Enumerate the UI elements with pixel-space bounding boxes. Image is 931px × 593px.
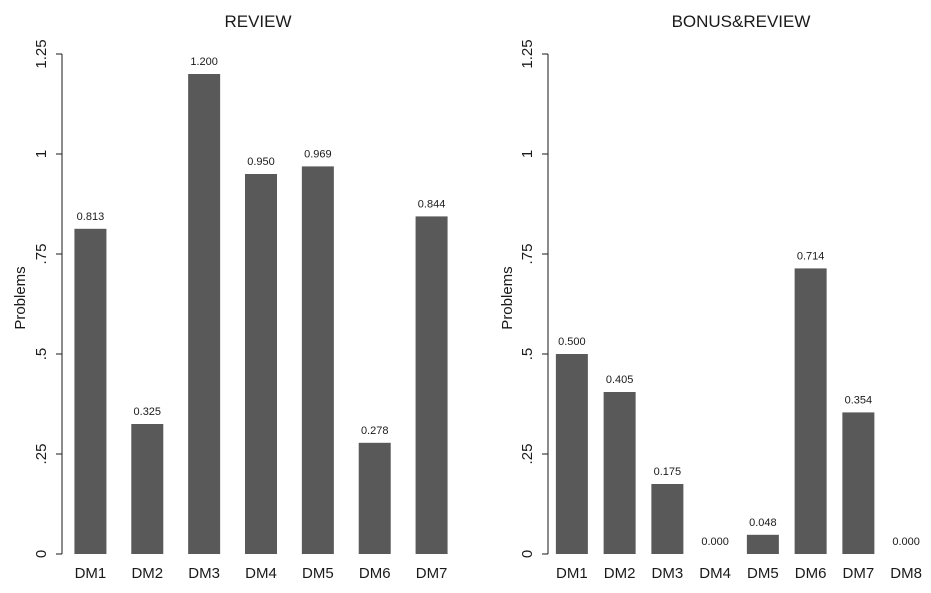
bar-value-label: 0.000 (892, 536, 920, 548)
x-tick-label: DM1 (75, 565, 107, 582)
bar (188, 74, 221, 554)
bar (358, 442, 391, 554)
y-tick-label: 1.25 (33, 39, 50, 68)
bar-value-label: 0.500 (558, 336, 586, 348)
bar-value-label: 0.325 (134, 406, 162, 418)
bar-value-label: 0.813 (77, 211, 105, 223)
bar (746, 534, 779, 554)
x-tick-label: DM5 (302, 565, 334, 582)
x-tick-label: DM8 (890, 565, 922, 582)
panel-title: BONUS&REVIEW (672, 12, 811, 31)
y-tick-label: 0 (33, 550, 50, 558)
bar (603, 392, 636, 554)
x-tick-label: DM7 (843, 565, 875, 582)
x-tick-label: DM6 (359, 565, 391, 582)
bar-value-label: 0.278 (361, 425, 389, 437)
y-tick-label: .75 (33, 244, 50, 265)
y-tick-label: .25 (33, 444, 50, 465)
x-tick-label: DM6 (795, 565, 827, 582)
y-tick-label: 1 (519, 150, 536, 158)
x-tick-label: DM3 (652, 565, 684, 582)
bar-value-label: 0.950 (247, 156, 275, 168)
bar (301, 166, 334, 554)
bar-value-label: 0.354 (845, 394, 873, 406)
bar-value-label: 0.175 (654, 466, 682, 478)
x-tick-label: DM7 (416, 565, 448, 582)
panel-review: REVIEW Problems 0 .25 .5 .75 1 1.25 0.813 DM1 0.… (12, 12, 448, 582)
bar-value-label: 0.048 (749, 517, 777, 529)
y-axis-label: Problems (499, 266, 516, 329)
y-tick-label: 0 (519, 550, 536, 558)
x-tick-label: DM3 (188, 565, 220, 582)
x-tick-label: DM4 (699, 565, 731, 582)
x-tick-label: DM4 (245, 565, 277, 582)
y-tick-label: 1 (33, 150, 50, 158)
panel-title: REVIEW (224, 12, 291, 31)
bar (74, 228, 107, 555)
bar (415, 216, 448, 554)
bar (555, 354, 588, 554)
panel-bonus-review: BONUS&REVIEW Problems 0 .25 .5 .75 1 1.25 0.50… (499, 12, 922, 582)
y-tick-label: .5 (519, 348, 536, 361)
bar-value-label: 0.000 (701, 536, 729, 548)
y-tick-label: .25 (519, 444, 536, 465)
bar (794, 268, 827, 554)
y-tick-label: 1.25 (519, 39, 536, 68)
y-tick-label: .5 (33, 348, 50, 361)
bar (245, 174, 277, 554)
x-tick-label: DM1 (556, 565, 588, 582)
bar-value-label: 1.200 (190, 56, 218, 68)
x-tick-label: DM2 (131, 565, 163, 582)
y-axis-label: Problems (12, 266, 29, 329)
bar-value-label: 0.405 (606, 374, 634, 386)
y-tick-label: .75 (519, 244, 536, 265)
x-tick-label: DM5 (747, 565, 779, 582)
bar (842, 412, 875, 554)
x-tick-label: DM2 (604, 565, 636, 582)
bar (651, 484, 684, 554)
bar (131, 424, 164, 554)
bar-value-label: 0.969 (304, 148, 332, 160)
bar-value-label: 0.844 (418, 198, 446, 210)
bar-value-label: 0.714 (797, 250, 825, 262)
